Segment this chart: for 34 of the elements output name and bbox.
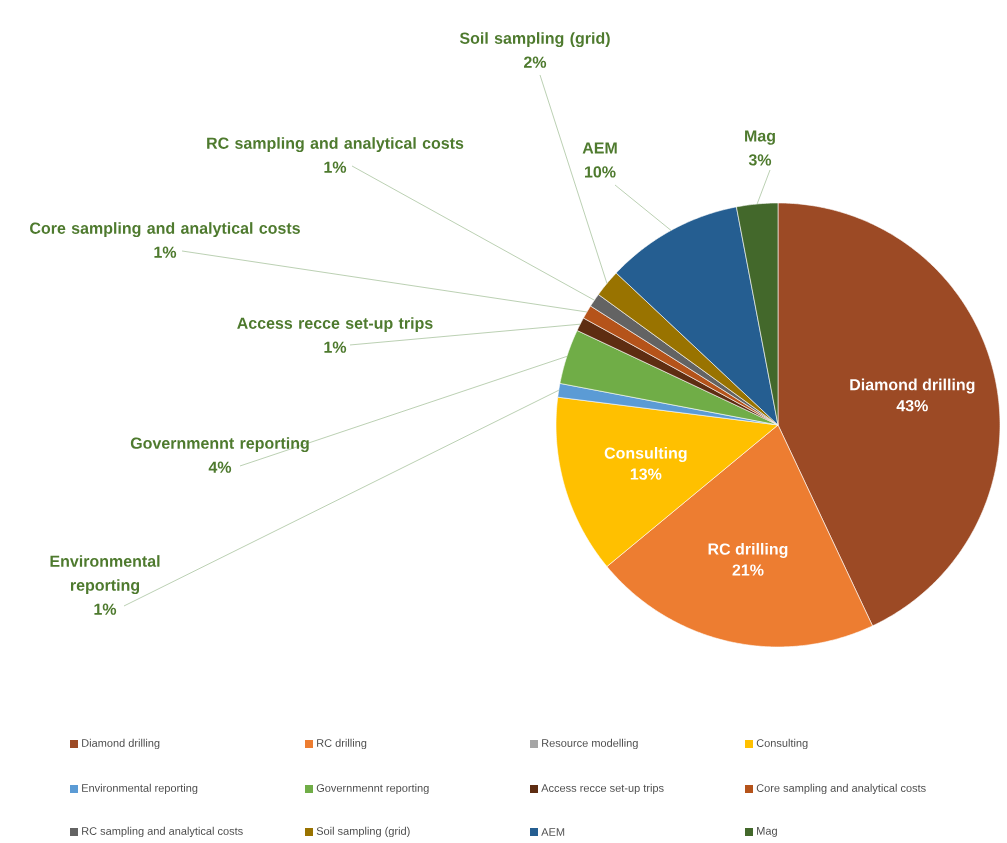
legend-label: Governmennt reporting: [316, 783, 429, 795]
legend-label: Core sampling and analytical costs: [756, 783, 926, 795]
legend-label: RC drilling: [317, 738, 367, 750]
legend-label: Mag: [757, 827, 777, 837]
legend-label: Environmental reporting: [82, 783, 198, 795]
legend-label: AEM: [541, 828, 565, 836]
legend-label: Access recce set-up trips: [541, 783, 664, 795]
slice-label: Governmennt reporting: [130, 437, 309, 453]
data-label: 43%: [896, 399, 928, 412]
legend-label: RC sampling and analytical costs: [82, 826, 243, 838]
slice-label: Diamond drilling: [850, 378, 975, 394]
data-label: 1%: [324, 341, 347, 353]
data-label: 1%: [154, 246, 177, 258]
data-label: 4%: [208, 461, 232, 473]
legend-label: Soil sampling (grid): [316, 826, 410, 838]
legend-label: Resource modelling: [542, 738, 638, 750]
data-label: 2%: [523, 56, 547, 68]
data-label: 21%: [732, 564, 764, 576]
slice-label: Environmental reporting: [50, 555, 160, 595]
slice-label: Access recce set-up trips: [237, 317, 433, 333]
data-label: 1%: [94, 603, 117, 615]
legend-label: Consulting: [756, 738, 808, 750]
data-label: 3%: [748, 154, 772, 166]
data-label: 10%: [585, 166, 616, 178]
slice-label: RC sampling and analytical costs: [207, 137, 464, 153]
slice-label: Consulting: [604, 447, 687, 462]
slice-label: Mag: [745, 130, 775, 145]
slice-label: Soil sampling (grid): [459, 32, 610, 48]
slice-label: AEM: [582, 142, 617, 154]
slice-label: Core sampling and analytical costs: [30, 222, 300, 238]
legend-label: Diamond drilling: [82, 738, 160, 750]
data-label: 13%: [630, 468, 662, 480]
slice-label: RC drilling: [708, 542, 788, 558]
data-label: 1%: [324, 161, 347, 173]
